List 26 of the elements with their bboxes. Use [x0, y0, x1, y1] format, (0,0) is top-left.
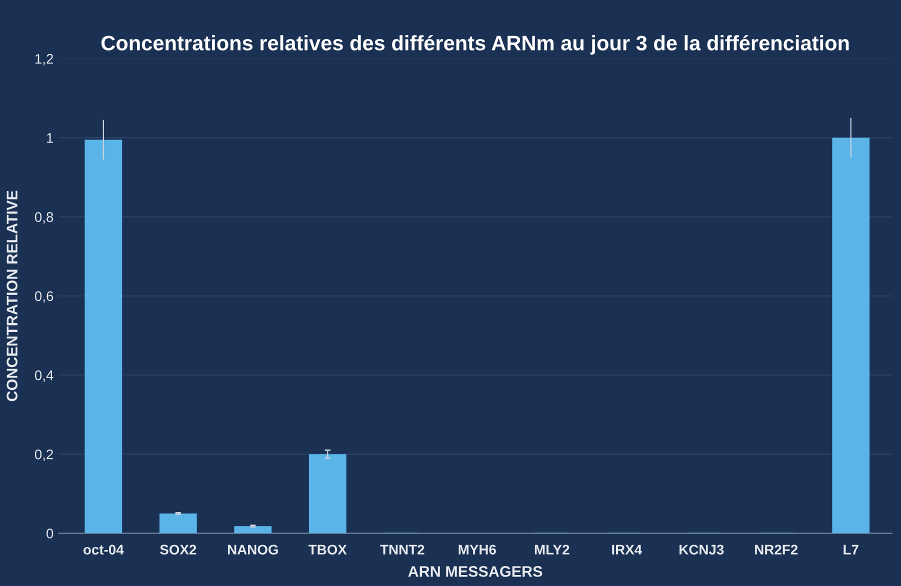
bar [159, 513, 197, 534]
x-tick-label: SOX2 [160, 544, 196, 555]
bar [832, 138, 870, 534]
chart-title: Concentrations relatives des différents ARNm au jour 3 de la différenciation [101, 34, 849, 55]
x-tick-label: oct-04 [84, 544, 124, 555]
y-tick-label: 0,4 [34, 370, 54, 382]
y-tick-label: 0,2 [34, 449, 54, 461]
x-tick-label: TNNT2 [380, 544, 424, 554]
x-tick-label: MYH6 [458, 544, 496, 555]
y-tick-label: 0,6 [34, 291, 54, 303]
y-tick-label: 1 [47, 133, 54, 143]
bar [84, 140, 122, 534]
x-tick-label: KCNJ3 [680, 544, 724, 555]
y-tick-label: 0,8 [34, 212, 54, 224]
x-tick-label: L7 [844, 544, 858, 554]
x-axis-title: ARN MESSAGERS [408, 566, 542, 577]
bar [234, 526, 272, 534]
x-tick-label: TBOX [308, 544, 347, 555]
y-tick-label: 1,2 [35, 54, 54, 66]
x-tick-label: NANOG [228, 544, 278, 555]
x-tick-label: IRX4 [612, 544, 642, 554]
bar [308, 454, 346, 534]
x-tick-label: NR2F2 [755, 544, 798, 554]
x-tick-label: MLY2 [534, 544, 570, 554]
y-tick-label: 0 [46, 528, 54, 538]
y-axis-title: CONCENTRATION RELATIVE [6, 190, 18, 402]
